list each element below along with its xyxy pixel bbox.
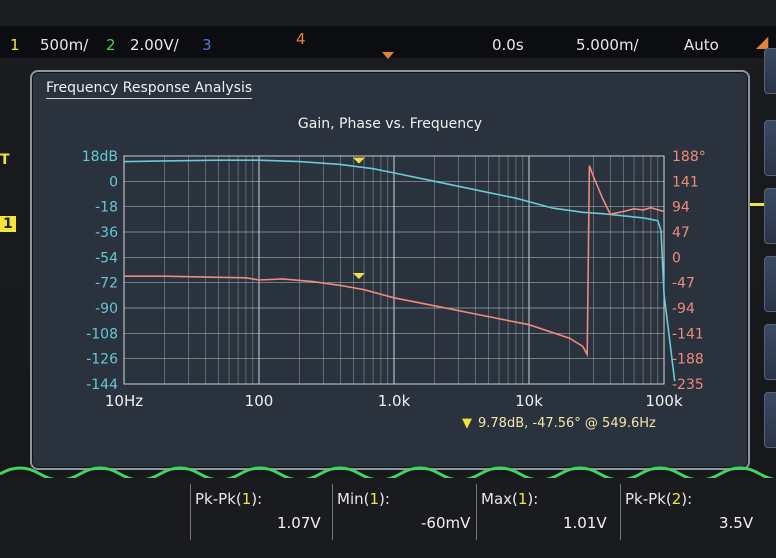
softkey-4[interactable] (764, 256, 776, 312)
frequency-axis-ticks: 10Hz 100 1.0k 10k 100k (105, 392, 683, 410)
softkey-5[interactable] (764, 324, 776, 380)
phase-tick-label: -141 (672, 326, 704, 342)
channel-2-scale[interactable]: 2.00V/ (130, 36, 179, 54)
cursor-marker-icon: ▼ (462, 416, 472, 431)
phase-tick-label: 141 (672, 174, 699, 190)
cursor-readout-text: 9.78dB, -47.56° @ 549.6Hz (478, 416, 656, 431)
gain-tick-label: -54 (95, 250, 118, 266)
time-scale[interactable]: 5.000𝗆/ (576, 36, 639, 54)
window-title: Frequency Response Analysis (46, 80, 253, 99)
channel-2-indicator[interactable]: 2 (106, 36, 116, 54)
gain-tick-label: -108 (86, 326, 118, 342)
pkpk-2-value: 3.5V (719, 514, 754, 532)
frequency-response-window: Frequency Response Analysis Gain, Phase … (30, 70, 750, 470)
phase-tick-label: -47 (672, 276, 695, 292)
channel-1-ground-marker[interactable]: 1 (0, 216, 16, 232)
phase-tick-label: 94 (672, 200, 690, 216)
cursor-marker (352, 157, 365, 164)
channel-1-indicator[interactable]: 1 (10, 36, 20, 54)
cursor-markers (352, 157, 365, 279)
phase-tick-label: -94 (672, 301, 695, 317)
phase-series-line (124, 165, 665, 358)
trigger-mode[interactable]: Auto (684, 36, 719, 54)
channel-4-indicator[interactable]: 4 (296, 30, 306, 48)
measurement-bar (0, 478, 776, 558)
trigger-level-marker[interactable]: T (0, 152, 10, 168)
gain-tick-label: -72 (95, 276, 118, 292)
trigger-edge-icon: ◢ (756, 32, 769, 51)
max-1-value: 1.01V (563, 514, 607, 532)
min-1-value: -60mV (421, 514, 471, 532)
cursor-readout: ▼ 9.78dB, -47.56° @ 549.6Hz (462, 416, 656, 431)
pkpk-1-value: 1.07V (277, 514, 321, 532)
time-offset[interactable]: 0.0s (492, 36, 524, 54)
gain-tick-label: -144 (86, 377, 118, 393)
frequency-tick-label: 10Hz (105, 392, 143, 410)
plot-grid (123, 155, 665, 385)
trigger-position-icon (382, 52, 394, 59)
softkey-1[interactable] (764, 48, 776, 94)
gain-tick-label: -126 (86, 352, 118, 368)
softkey-3[interactable] (764, 188, 776, 244)
gain-series-line (123, 159, 676, 382)
softkey-6[interactable] (764, 392, 776, 448)
cursor-marker (352, 272, 365, 279)
phase-tick-label: 0 (672, 250, 681, 266)
gain-axis-ticks: 18dB 0 -18 -36 -54 -72 -90 -108 -126 -144 (82, 149, 118, 393)
chart-title: Gain, Phase vs. Frequency (297, 116, 483, 132)
phase-axis-ticks: 188° 141 94 47 0 -47 -94 -141 -188 -235 (672, 149, 706, 393)
measurement-pkpk-2[interactable]: Pk-Pk(2): 3.5V (620, 484, 769, 540)
softkey-2[interactable] (764, 120, 776, 176)
phase-tick-label: 47 (672, 225, 690, 241)
channel-3-indicator[interactable]: 3 (202, 36, 212, 54)
frequency-tick-label: 10k (515, 392, 543, 410)
right-level-marker (744, 203, 766, 206)
frequency-tick-label: 1.0k (378, 392, 411, 410)
frequency-tick-label: 100 (245, 392, 274, 410)
phase-tick-label: -188 (672, 352, 704, 368)
gain-tick-label: -18 (95, 200, 118, 216)
status-bar: 1 500𝗆/ 2 2.00V/ 3 4 0.0s 5.000𝗆/ Auto ◢ (0, 26, 776, 59)
channel-1-scale[interactable]: 500𝗆/ (40, 36, 89, 54)
gain-tick-label: 18dB (82, 149, 118, 165)
frequency-tick-label: 100k (645, 392, 683, 410)
phase-tick-label: 188° (672, 149, 706, 165)
measurement-pkpk-1[interactable]: Pk-Pk(1): 1.07V (190, 484, 331, 540)
measurement-min-1[interactable]: Min(1): -60mV (332, 484, 473, 540)
gain-tick-label: -36 (95, 225, 118, 241)
gain-tick-label: -90 (95, 301, 118, 317)
phase-tick-label: -235 (672, 377, 704, 393)
measurement-max-1[interactable]: Max(1): 1.01V (476, 484, 617, 540)
gain-tick-label: 0 (109, 174, 118, 190)
bode-plot: 18dB 0 -18 -36 -54 -72 -90 -108 -126 -144 188° 141… (82, 149, 706, 410)
